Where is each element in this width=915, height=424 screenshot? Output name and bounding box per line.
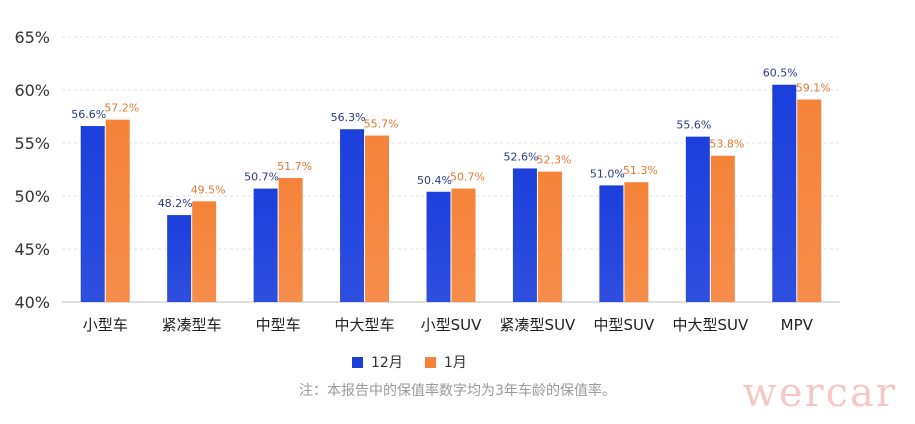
x-tick-label: 紧凑型SUV: [500, 316, 577, 334]
y-tick-label: 60%: [14, 81, 50, 100]
x-tick-label: 小型车: [83, 316, 128, 334]
data-label: 55.7%: [364, 118, 399, 131]
gridlines: [62, 36, 840, 303]
bar-series-1[interactable]: [167, 215, 192, 302]
data-label: 49.5%: [191, 183, 226, 196]
x-tick-label: 紧凑型车: [162, 316, 222, 334]
data-label: 59.1%: [796, 82, 831, 95]
bar-series-1[interactable]: [512, 168, 537, 302]
data-label: 55.6%: [676, 119, 711, 132]
data-label: 50.4%: [417, 174, 452, 187]
x-tick-label: 小型SUV: [421, 316, 483, 334]
legend-item-series-2[interactable]: 1月: [424, 352, 467, 372]
bar-series-1[interactable]: [253, 188, 278, 302]
data-label: 52.3%: [536, 154, 571, 167]
data-label: 51.3%: [623, 164, 658, 177]
bar-series-1[interactable]: [599, 185, 624, 302]
data-label: 52.6%: [503, 150, 538, 163]
data-label: 56.6%: [71, 108, 106, 121]
y-tick-label: 40%: [14, 293, 50, 312]
bar-series-2[interactable]: [365, 135, 390, 302]
bar-series-1[interactable]: [340, 129, 365, 302]
data-label: 50.7%: [450, 171, 485, 184]
data-label: 48.2%: [158, 197, 193, 210]
data-label: 50.7%: [244, 171, 279, 184]
legend-item-series-1[interactable]: 12月: [352, 352, 403, 372]
bar-series-2[interactable]: [105, 119, 130, 303]
y-tick-label: 55%: [14, 134, 50, 153]
bar-series-2[interactable]: [710, 155, 735, 302]
x-tick-label: 中型车: [256, 316, 301, 334]
bar-series-2[interactable]: [451, 188, 476, 302]
data-label: 57.2%: [104, 102, 139, 115]
data-label: 60.5%: [763, 67, 798, 80]
x-axis-ticks: 小型车 紧凑型车 中型车 中大型车 小型SUV 紧凑型SUV 中型SUV 中大型SUV MPV: [83, 316, 814, 334]
bar-series-2[interactable]: [624, 182, 649, 302]
bars: [80, 84, 822, 303]
legend-swatch-series-2: [424, 356, 436, 368]
y-tick-label: 45%: [14, 240, 50, 259]
bar-series-1[interactable]: [426, 191, 451, 302]
data-label: 51.7%: [277, 160, 312, 173]
y-tick-label: 50%: [14, 187, 50, 206]
x-tick-label: MPV: [781, 316, 814, 334]
bar-series-1[interactable]: [772, 84, 797, 302]
bar-series-1[interactable]: [685, 136, 710, 302]
y-axis-ticks: 40% 45% 50% 55% 60% 65%: [14, 28, 50, 312]
bar-series-1[interactable]: [80, 126, 105, 302]
y-tick-label: 65%: [14, 28, 50, 47]
legend-swatch-series-1: [352, 356, 363, 368]
legend-label-series-2: 1月: [443, 355, 467, 371]
watermark-text: wercar: [742, 370, 897, 416]
data-labels: 56.6%57.2%48.2%49.5%50.7%51.7%56.3%55.7%…: [71, 67, 831, 210]
legend: 12月 1月: [352, 352, 467, 372]
bar-series-2[interactable]: [537, 171, 562, 302]
data-label: 53.8%: [709, 138, 744, 151]
legend-label-series-1: 12月: [371, 355, 403, 371]
footnote: 注：本报告中的保值率数字均为3年车龄的保值率。: [299, 383, 616, 399]
data-label: 56.3%: [331, 111, 366, 124]
data-label: 51.0%: [590, 167, 625, 180]
x-tick-label: 中大型车: [335, 316, 395, 334]
x-tick-label: 中型SUV: [594, 316, 656, 334]
x-tick-label: 中大型SUV: [672, 316, 749, 334]
bar-series-2[interactable]: [797, 99, 822, 302]
bar-series-2[interactable]: [278, 177, 303, 302]
bar-series-2[interactable]: [192, 201, 217, 302]
